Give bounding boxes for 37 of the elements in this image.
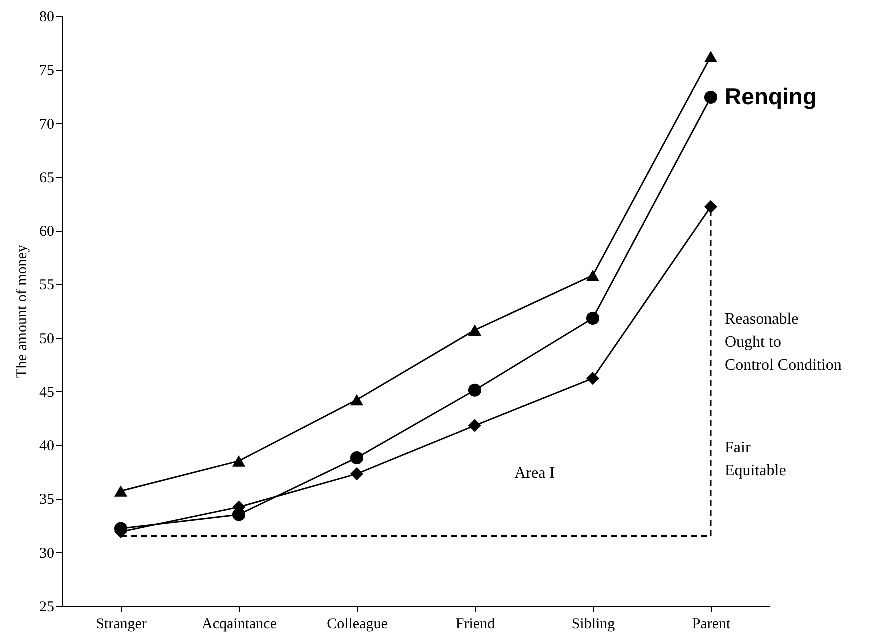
y-tick-label: 80 — [40, 10, 54, 26]
x-tick-label: Colleague — [327, 616, 388, 632]
y-tick-label: 65 — [40, 170, 54, 186]
y-tick-label: 75 — [40, 63, 54, 80]
point — [586, 312, 600, 326]
x-tick-label: Friend — [456, 616, 496, 632]
point — [704, 200, 718, 214]
y-tick-label: 50 — [40, 331, 54, 348]
y-tick-label: 35 — [40, 492, 54, 508]
series-label: Renqing — [725, 84, 817, 110]
point — [586, 270, 600, 282]
point — [586, 372, 600, 386]
point — [232, 456, 246, 467]
point — [468, 419, 482, 432]
point — [704, 91, 718, 104]
y-tick-label: 70 — [40, 116, 54, 133]
y-tick-label: 55 — [40, 278, 54, 294]
point — [468, 324, 482, 336]
x-tick-label: Acqaintance — [202, 616, 278, 632]
x-tick-label: Stranger — [96, 616, 147, 632]
point — [350, 451, 364, 464]
y-tick-label: 45 — [40, 384, 54, 401]
point — [704, 51, 718, 62]
point — [350, 468, 364, 481]
point — [350, 394, 364, 406]
point — [114, 486, 128, 497]
point — [468, 384, 482, 397]
annotation: Reasonable Ought to Control Condition — [725, 311, 842, 374]
y-tick-label: 60 — [40, 224, 54, 240]
y-axis-title: The amount of money — [14, 244, 30, 378]
x-tick-label: Parent — [692, 616, 732, 632]
y-tick-label: 25 — [40, 600, 54, 616]
annotation: Fair Equitable — [725, 440, 786, 480]
y-tick-label: 30 — [40, 546, 54, 562]
annotation: Area I — [514, 465, 555, 482]
x-tick-label: Sibling — [572, 616, 616, 632]
y-tick-label: 40 — [40, 438, 54, 455]
